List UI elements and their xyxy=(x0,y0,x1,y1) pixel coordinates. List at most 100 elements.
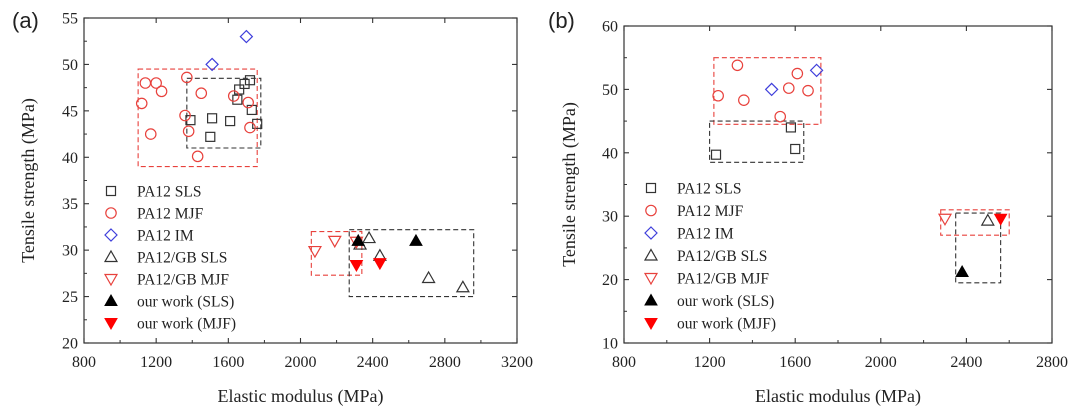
data-point xyxy=(351,233,366,246)
x-tick-label: 2400 xyxy=(357,354,389,371)
legend-label: PA12 SLS xyxy=(677,181,741,198)
x-tick-label: 1600 xyxy=(212,354,244,371)
legend-marker xyxy=(645,204,657,217)
data-point xyxy=(764,82,779,97)
legend-marker xyxy=(643,248,659,261)
highlight-box xyxy=(955,212,1002,284)
data-point xyxy=(802,84,814,97)
data-point xyxy=(710,149,722,160)
data-point xyxy=(774,110,787,123)
legend-label: our work (SLS) xyxy=(137,294,234,311)
data-point xyxy=(809,63,824,78)
data-point xyxy=(409,233,423,246)
data-point xyxy=(182,125,195,138)
x-tick-label: 2800 xyxy=(429,354,461,371)
data-point xyxy=(455,280,470,293)
y-tick-label: 10 xyxy=(602,336,618,353)
legend-marker xyxy=(104,293,118,306)
y-tick-label: 30 xyxy=(62,243,78,260)
highlight-box xyxy=(348,229,475,298)
legend-label: PA12/GB SLS xyxy=(677,248,767,265)
data-point xyxy=(791,67,804,80)
data-point xyxy=(244,75,256,86)
highlight-box xyxy=(713,57,822,125)
panel-label: (b) xyxy=(548,8,575,33)
legend-marker xyxy=(644,318,658,331)
data-point xyxy=(373,258,387,271)
data-point xyxy=(790,143,801,155)
data-point xyxy=(205,57,219,72)
x-tick-label: 2800 xyxy=(1036,354,1068,371)
data-point xyxy=(782,82,795,94)
x-axis-title: Elastic modulus (MPa) xyxy=(755,386,921,407)
y-tick-label: 60 xyxy=(602,19,618,36)
data-point xyxy=(155,85,168,98)
data-point xyxy=(362,230,377,244)
x-tick-label: 1600 xyxy=(779,354,811,371)
data-point xyxy=(731,59,744,72)
data-point xyxy=(785,122,797,133)
legend-label: PA12 IM xyxy=(137,228,194,245)
legend-label: our work (MJF) xyxy=(137,316,236,333)
legend-marker xyxy=(643,272,659,286)
data-point xyxy=(181,71,193,84)
y-tick-label: 50 xyxy=(602,82,618,99)
y-axis-title: Tensile strength (MPa) xyxy=(18,98,39,263)
y-tick-label: 30 xyxy=(602,209,618,226)
legend-marker xyxy=(104,228,118,242)
highlight-box xyxy=(310,231,363,276)
x-axis-title: Elastic modulus (MPa) xyxy=(218,386,384,407)
data-point xyxy=(242,96,254,109)
y-tick-label: 50 xyxy=(62,57,78,74)
data-point xyxy=(225,115,236,127)
x-tick-label: 800 xyxy=(72,354,96,371)
data-point xyxy=(327,235,342,249)
data-point xyxy=(349,260,364,273)
legend-marker xyxy=(105,185,117,197)
data-point xyxy=(232,94,243,105)
data-point xyxy=(307,245,322,259)
x-tick-label: 2400 xyxy=(950,354,982,371)
data-point xyxy=(234,84,245,95)
data-point xyxy=(144,128,157,140)
y-axis-title: Tensile strength (MPa) xyxy=(559,102,580,267)
highlight-box xyxy=(940,209,1010,236)
data-point xyxy=(205,131,216,142)
data-point xyxy=(937,213,953,226)
data-point xyxy=(135,97,148,110)
legend-marker xyxy=(103,273,119,287)
highlight-box xyxy=(709,120,805,163)
data-point xyxy=(195,87,208,100)
legend-marker xyxy=(104,318,118,331)
data-point xyxy=(980,213,995,226)
legend-label: PA12/GB MJF xyxy=(677,271,769,288)
x-tick-label: 1200 xyxy=(694,354,726,371)
y-tick-label: 45 xyxy=(62,103,78,120)
y-tick-label: 20 xyxy=(62,336,78,353)
legend-label: PA12 MJF xyxy=(137,206,204,223)
y-tick-label: 20 xyxy=(602,272,618,289)
highlight-box xyxy=(137,68,258,168)
data-point xyxy=(179,109,191,122)
legend-label: PA12 IM xyxy=(677,226,734,243)
data-point xyxy=(712,89,724,102)
data-point xyxy=(139,77,152,89)
y-tick-label: 40 xyxy=(602,145,618,162)
legend-label: our work (MJF) xyxy=(677,316,776,333)
legend-marker xyxy=(645,182,657,194)
data-point xyxy=(191,150,204,163)
data-point xyxy=(421,270,436,284)
panel-b: (b) 800 1200 1600 2000 2400 2800 10 20 30 40 50 60 El… xyxy=(548,8,1068,407)
data-point xyxy=(150,77,162,89)
legend-marker xyxy=(105,207,117,219)
data-point xyxy=(993,213,1008,226)
data-point xyxy=(955,264,969,277)
x-tick-label: 2000 xyxy=(285,354,317,371)
data-point xyxy=(227,90,240,102)
y-tick-label: 25 xyxy=(62,289,78,306)
data-point xyxy=(239,78,250,90)
legend-label: PA12 MJF xyxy=(677,203,744,220)
x-tick-label: 2000 xyxy=(865,354,897,371)
legend-marker xyxy=(644,293,658,306)
